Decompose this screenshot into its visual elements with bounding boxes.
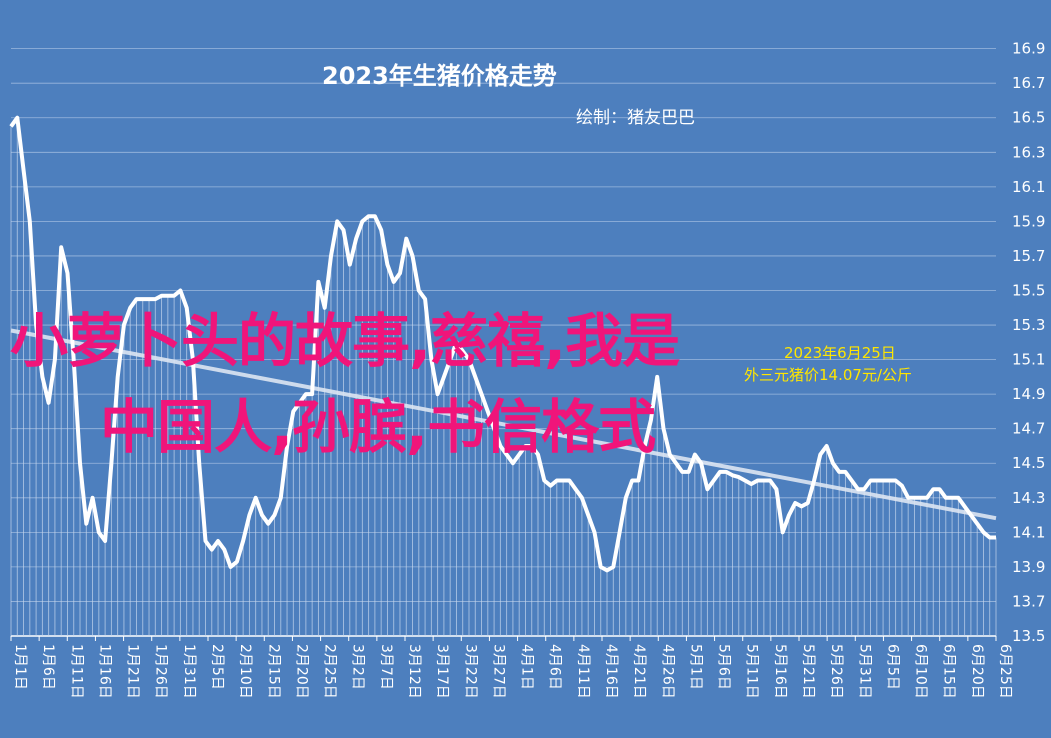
trend-line (10, 328, 997, 521)
x-tick-label: 3月17日 (434, 644, 450, 699)
x-tick-label: 4月1日 (519, 644, 535, 690)
chart-subtitle: 绘制：猪友巴巴 (576, 108, 695, 128)
area-hatch (10, 117, 997, 636)
chart-title: 2023年生猪价格走势 (322, 62, 557, 90)
x-tick-label: 3月12日 (406, 644, 422, 699)
x-tick-label: 5月31日 (856, 644, 872, 699)
x-tick-label: 1月1日 (12, 644, 28, 690)
x-tick-label: 5月21日 (800, 644, 816, 699)
y-tick-label: 16.9 (1012, 40, 1045, 58)
x-tick-label: 3月2日 (350, 644, 366, 690)
y-tick-label: 15.7 (1012, 247, 1045, 265)
x-tick-label: 5月11日 (744, 644, 760, 699)
x-tick-label: 3月22日 (462, 644, 478, 699)
overlay-text-line-1: 小萝卜头的故事,慈禧,我是 (10, 307, 680, 375)
y-tick-label: 14.3 (1012, 489, 1045, 507)
series-line (9, 115, 996, 573)
y-tick-label: 13.7 (1012, 592, 1045, 610)
x-tick-label: 3月7日 (378, 644, 394, 690)
x-tick-label: 1月31日 (181, 644, 197, 699)
x-tick-label: 2月20日 (293, 644, 309, 699)
x-tick-label: 6月20日 (969, 644, 985, 699)
y-tick-label: 15.1 (1012, 351, 1045, 369)
x-tick-label: 1月26日 (153, 644, 169, 699)
y-tick-label: 13.9 (1012, 558, 1045, 576)
y-tick-label: 16.1 (1012, 178, 1045, 196)
y-tick-label: 16.5 (1012, 109, 1045, 127)
trendline (10, 328, 997, 521)
overlay-text-line-2: 中国人,孙膑,书信格式 (100, 393, 656, 461)
y-tick-label: 14.1 (1012, 523, 1045, 541)
x-tick-label: 1月11日 (68, 644, 84, 699)
x-tick-label: 2月5日 (209, 644, 225, 690)
x-tick-label: 5月26日 (828, 644, 844, 699)
x-tick-label: 2月15日 (265, 644, 281, 699)
y-axis-ticks: 13.5 13.7 13.9 14.1 14.3 14.5 14.7 14.9 15.1 15.3… (1012, 40, 1045, 645)
annotation-date: 2023年6月25日 (784, 344, 896, 362)
x-tick-label: 4月21日 (631, 644, 647, 699)
x-tick-label: 6月15日 (941, 644, 957, 699)
y-tick-label: 15.9 (1012, 212, 1045, 230)
y-tick-label: 14.7 (1012, 420, 1045, 438)
x-tick-label: 2月10日 (237, 644, 253, 699)
x-tick-label: 6月5日 (884, 644, 900, 690)
x-tick-label: 5月6日 (716, 644, 732, 690)
gridlines (11, 48, 996, 637)
x-tick-label: 6月25日 (997, 644, 1013, 699)
y-tick-label: 16.7 (1012, 74, 1045, 92)
y-tick-label: 15.5 (1012, 281, 1045, 299)
x-axis-ticks: 1月1日 1月6日 1月11日 1月16日 1月21日 1月26日 1月31日 2月5日 2月1… (10, 636, 1013, 699)
x-tick-label: 1月16日 (96, 644, 112, 699)
price-series-line (9, 115, 996, 573)
x-tick-label: 1月21日 (125, 644, 141, 699)
annotation-price: 外三元猪价14.07元/公斤 (744, 366, 912, 384)
x-tick-label: 4月26日 (659, 644, 675, 699)
x-tick-label: 2月25日 (322, 644, 338, 699)
y-tick-label: 15.3 (1012, 316, 1045, 334)
x-tick-label: 6月10日 (913, 644, 929, 699)
y-tick-label: 13.5 (1012, 627, 1045, 645)
y-tick-label: 14.9 (1012, 385, 1045, 403)
x-tick-label: 4月16日 (603, 644, 619, 699)
x-tick-label: 3月27日 (490, 644, 506, 699)
x-tick-label: 4月6日 (547, 644, 563, 690)
x-tick-label: 5月16日 (772, 644, 788, 699)
y-tick-label: 16.3 (1012, 143, 1045, 161)
y-tick-label: 14.5 (1012, 454, 1045, 472)
x-tick-label: 1月6日 (40, 644, 56, 690)
x-tick-label: 5月1日 (687, 644, 703, 690)
x-tick-label: 4月11日 (575, 644, 591, 699)
